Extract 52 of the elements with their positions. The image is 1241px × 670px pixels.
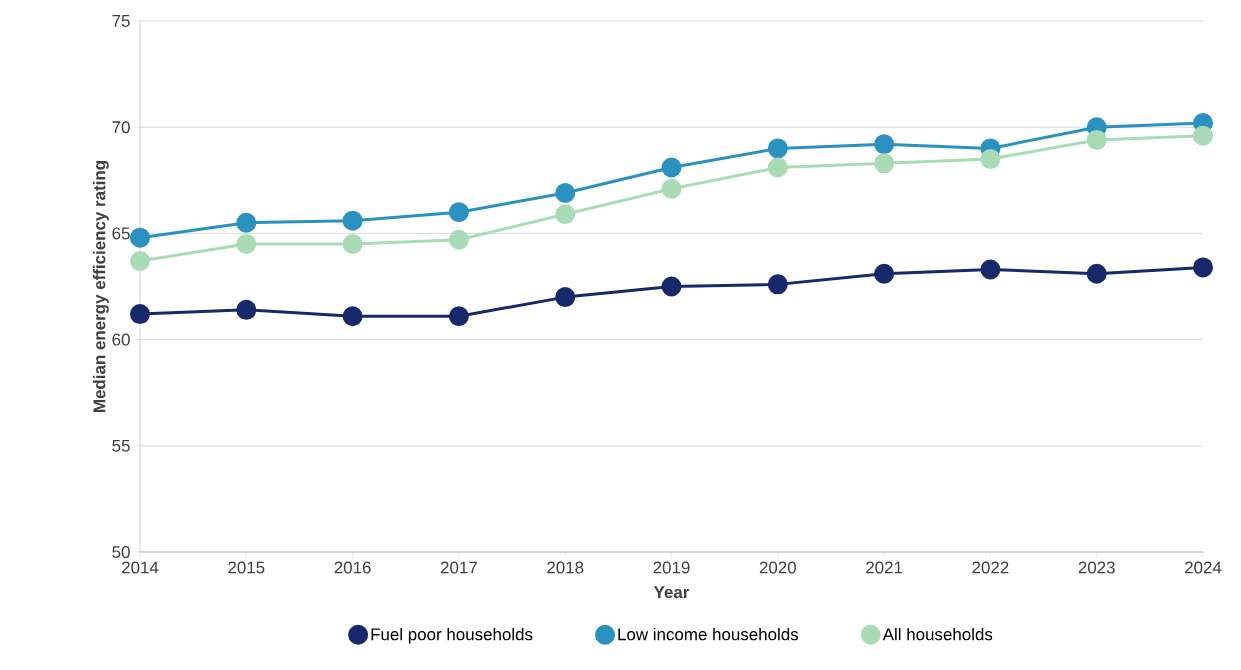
point: [661, 178, 682, 199]
legend-label: All households: [882, 627, 993, 641]
legend-label: Low income households: [618, 627, 799, 641]
point: [448, 202, 469, 223]
point: [130, 227, 150, 248]
x-axis-title: Year: [653, 586, 690, 599]
legend-label: Fuel poor households: [371, 627, 533, 644]
point: [448, 229, 469, 250]
point: [767, 157, 788, 178]
y-axis-title: Median energy efficiency rating: [92, 161, 109, 412]
point: [874, 153, 895, 174]
point: [874, 263, 895, 284]
point: [980, 149, 1001, 170]
point: [130, 251, 150, 272]
point: [661, 276, 682, 297]
x-tick-label: 2024: [1185, 561, 1222, 574]
point: [1193, 125, 1214, 146]
point: [1086, 263, 1107, 284]
y-tick-label: 60: [112, 333, 130, 346]
y-tick-label: 70: [112, 121, 130, 134]
x-tick-label: 2023: [1078, 561, 1115, 574]
x-tick-label: 2014: [122, 561, 159, 574]
point: [874, 134, 895, 155]
point: [980, 259, 1001, 280]
point: [555, 287, 576, 308]
point: [555, 204, 576, 225]
x-tick-label: 2018: [547, 561, 584, 574]
point: [555, 183, 576, 204]
point: [1193, 257, 1214, 278]
x-tick-label: 2017: [440, 561, 477, 574]
y-tick-label: 65: [112, 227, 130, 240]
point: [767, 138, 788, 159]
point: [661, 157, 682, 178]
x-tick-label: 2016: [334, 561, 371, 574]
y-tick-label: 50: [112, 546, 130, 558]
point: [1086, 129, 1107, 150]
y-tick-label: 55: [112, 439, 130, 452]
x-tick-label: 2022: [972, 561, 1009, 574]
point: [236, 212, 257, 233]
point: [342, 234, 363, 255]
x-tick-label: 2015: [228, 561, 265, 574]
y-tick-label: 75: [112, 15, 130, 27]
point: [448, 306, 469, 327]
x-tick-label: 2021: [866, 561, 903, 574]
point: [236, 234, 257, 255]
x-tick-label: 2020: [759, 561, 796, 574]
point: [342, 210, 363, 231]
point: [130, 304, 150, 325]
point: [236, 299, 257, 320]
x-tick-label: 2019: [653, 561, 690, 574]
point: [342, 306, 363, 327]
point: [767, 274, 788, 295]
